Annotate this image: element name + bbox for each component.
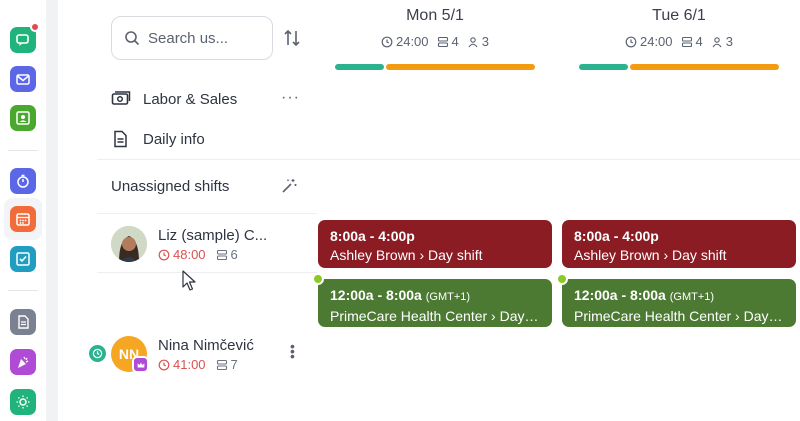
shift-status-dot <box>556 273 568 285</box>
progress-segment-b <box>386 64 535 70</box>
day-hours: 24:00 <box>639 34 673 49</box>
shift-timezone: (GMT+1) <box>425 291 471 303</box>
employee-name[interactable]: Liz (sample) C... <box>158 227 268 244</box>
day-header-mon: Mon 5/1 24:00 4 3 <box>335 6 535 49</box>
calendar-icon <box>16 213 30 226</box>
clock-icon <box>625 36 637 47</box>
search-input[interactable] <box>148 29 258 47</box>
shift-card-mon-night[interactable]: 12:00a - 8:00a (GMT+1) PrimeCare Health … <box>318 279 552 327</box>
shift-location: PrimeCare Health Center › Day ... <box>330 308 540 324</box>
shifts-stack-icon <box>216 249 227 260</box>
day-stats: 24:00 4 3 <box>579 34 779 49</box>
avatar[interactable] <box>111 226 147 262</box>
chat-button[interactable] <box>10 22 40 53</box>
shift-time: 12:00a - 8:00a <box>574 287 666 303</box>
employee-more-button[interactable]: • • • <box>290 338 295 364</box>
day-title: Mon 5/1 <box>406 7 464 24</box>
checklist-icon <box>16 252 30 266</box>
party-icon <box>18 356 29 368</box>
daily-info-row[interactable]: Daily info <box>111 130 205 148</box>
directory-button[interactable] <box>10 105 36 131</box>
mouse-cursor-icon <box>182 270 196 291</box>
row-divider <box>97 159 800 160</box>
day-shift-count: 4 <box>451 34 459 49</box>
shift-location: Ashley Brown › Day shift <box>330 247 483 263</box>
document-icon <box>18 315 29 329</box>
contact-card-icon <box>16 111 30 125</box>
day-people-count: 3 <box>725 34 733 49</box>
shift-location: PrimeCare Health Center › Day ... <box>574 308 784 324</box>
employee-shift-count: 7 <box>230 357 238 372</box>
labor-sales-label: Labor & Sales <box>143 90 238 108</box>
shift-status-dot <box>312 273 324 285</box>
employee-name[interactable]: Nina Nimčević <box>158 337 254 354</box>
person-icon <box>468 36 478 47</box>
daily-info-label: Daily info <box>143 130 205 148</box>
labor-more-button[interactable]: ··· <box>281 89 300 106</box>
unassigned-shifts-row: Unassigned shifts <box>111 178 229 195</box>
mail-button[interactable] <box>10 66 36 92</box>
money-icon <box>111 91 131 105</box>
shifts-stack-icon <box>437 36 448 47</box>
search-icon <box>125 31 140 46</box>
employee-hours: 41:00 <box>173 357 206 372</box>
employee-shift-count: 6 <box>230 247 238 262</box>
shift-timezone: (GMT+1) <box>669 291 715 303</box>
rail-gutter <box>46 0 58 421</box>
shift-card-tue-day[interactable]: 8:00a - 4:00p Ashley Brown › Day shift <box>562 220 796 268</box>
stopwatch-icon <box>17 174 29 188</box>
schedule-button[interactable] <box>10 206 36 232</box>
search-box[interactable] <box>111 16 273 60</box>
day-shift-count: 4 <box>695 34 703 49</box>
avatar-photo <box>111 226 147 262</box>
sort-arrows-icon[interactable] <box>283 28 301 48</box>
shifts-stack-icon <box>681 36 692 47</box>
person-icon <box>712 36 722 47</box>
shift-time: 8:00a - 4:00p <box>574 228 659 244</box>
day-stats: 24:00 4 3 <box>335 34 535 49</box>
employee-meta: 48:00 6 <box>158 247 238 262</box>
time-clock-button[interactable] <box>10 168 36 194</box>
celebrations-button[interactable] <box>10 349 36 375</box>
shifts-stack-icon <box>216 359 227 370</box>
shift-time: 12:00a - 8:00a <box>330 287 422 303</box>
row-divider <box>97 272 317 273</box>
chat-icon <box>16 34 29 46</box>
mail-icon <box>16 74 30 85</box>
shift-location: Ashley Brown › Day shift <box>574 247 727 263</box>
wellbeing-button[interactable] <box>10 389 36 415</box>
rail-divider <box>8 150 38 151</box>
clock-icon <box>381 36 393 47</box>
clock-icon <box>158 359 170 370</box>
shift-card-mon-day[interactable]: 8:00a - 4:00p Ashley Brown › Day shift <box>318 220 552 268</box>
clock-icon <box>158 249 170 260</box>
documents-button[interactable] <box>10 309 36 335</box>
employee-meta: 41:00 7 <box>158 357 238 372</box>
app-rail <box>0 0 46 421</box>
tasks-button[interactable] <box>10 246 36 272</box>
clocked-in-icon <box>89 345 106 362</box>
employee-hours: 48:00 <box>173 247 206 262</box>
day-progress-tue <box>579 64 779 70</box>
crown-icon <box>132 356 149 373</box>
sun-icon <box>16 395 30 409</box>
progress-segment-a <box>335 64 384 70</box>
document-icon <box>114 130 127 148</box>
notification-badge <box>30 22 40 32</box>
day-title: Tue 6/1 <box>652 7 706 24</box>
shift-time: 8:00a - 4:00p <box>330 228 415 244</box>
labor-sales-row[interactable]: Labor & Sales <box>111 90 237 108</box>
rail-divider <box>8 290 38 291</box>
day-progress-mon <box>335 64 535 70</box>
day-header-tue: Tue 6/1 24:00 4 3 <box>579 6 779 49</box>
day-hours: 24:00 <box>395 34 429 49</box>
row-divider <box>97 213 317 214</box>
progress-segment-a <box>579 64 628 70</box>
magic-wand-icon[interactable] <box>280 177 298 195</box>
day-people-count: 3 <box>481 34 489 49</box>
unassigned-shifts-label: Unassigned shifts <box>111 178 230 195</box>
progress-segment-b <box>630 64 779 70</box>
shift-card-tue-night[interactable]: 12:00a - 8:00a (GMT+1) PrimeCare Health … <box>562 279 796 327</box>
